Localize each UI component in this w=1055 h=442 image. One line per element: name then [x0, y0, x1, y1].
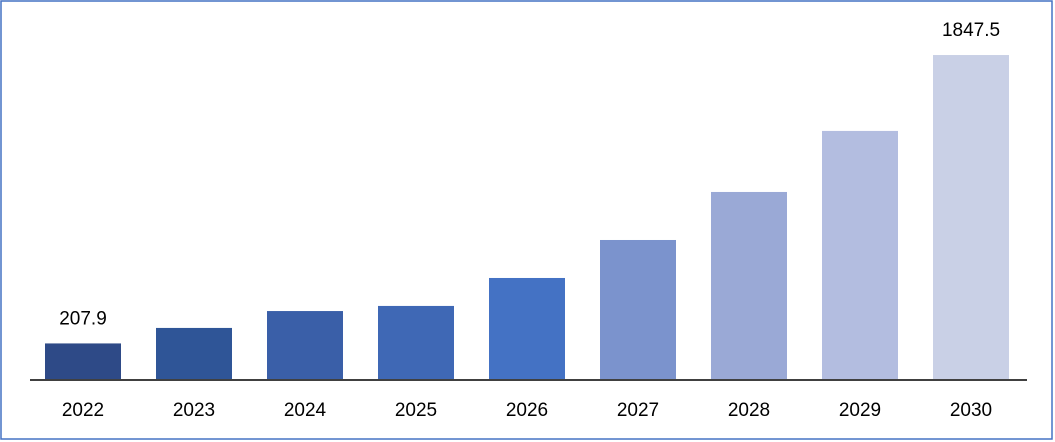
bar — [489, 277, 565, 380]
bar — [822, 130, 898, 380]
x-tick-label: 2027 — [617, 400, 659, 421]
x-tick-label: 2026 — [506, 400, 548, 421]
x-tick-label: 2029 — [839, 400, 881, 421]
bar — [45, 343, 121, 380]
bar — [933, 55, 1009, 380]
x-tick-label: 2022 — [62, 400, 104, 421]
data-label: 1847.5 — [942, 20, 1000, 41]
bar — [156, 327, 232, 380]
bar — [711, 191, 787, 380]
bar — [378, 305, 454, 380]
x-tick-label: 2025 — [395, 400, 437, 421]
x-tick-label: 2028 — [728, 400, 770, 421]
x-tick-label: 2024 — [284, 400, 327, 421]
x-tick-label: 2023 — [173, 400, 215, 421]
bar — [267, 311, 343, 380]
bar — [600, 239, 676, 380]
data-label: 207.9 — [59, 308, 107, 329]
x-tick-label: 2030 — [950, 400, 992, 421]
